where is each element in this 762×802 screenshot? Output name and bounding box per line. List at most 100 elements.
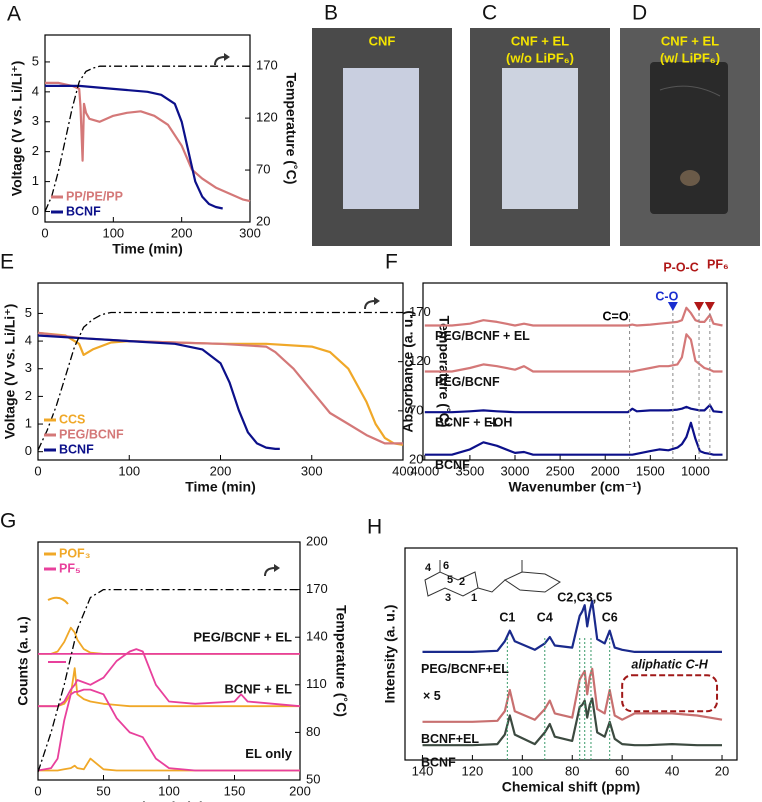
- x-tick-label: 3500: [455, 463, 484, 478]
- y-tick-label: 0: [25, 443, 32, 458]
- peak-label: C=O: [603, 309, 629, 323]
- x-tick-label: 60: [615, 763, 629, 778]
- legend-label: PF₅: [59, 561, 81, 575]
- film-gloss: [659, 85, 721, 97]
- legend-label: PEG/BCNF: [59, 427, 124, 441]
- arrow-head: [274, 564, 280, 572]
- line-series: [422, 667, 723, 723]
- curve-label: PEG/BCNF+EL: [421, 662, 509, 676]
- y-tick-label: 2: [32, 143, 39, 158]
- cnf-film: [650, 62, 728, 214]
- peak-label: PF₆: [707, 257, 729, 271]
- structure-label: 3: [445, 592, 451, 604]
- photo-b: [312, 28, 452, 246]
- line-series: [45, 81, 251, 203]
- x-tick-label: 4000: [410, 463, 439, 478]
- x-tick-label: 0: [41, 225, 48, 240]
- x-tick-label: 150: [224, 783, 246, 798]
- sample-label: BCNF + EL: [224, 682, 292, 697]
- panel-letter: B: [324, 2, 338, 25]
- temperature-line: [44, 65, 250, 212]
- ring: [503, 571, 561, 593]
- plot-frame: [44, 34, 251, 223]
- peak-label: C2,C3,C5: [557, 590, 612, 604]
- plot-frame: [404, 547, 738, 761]
- structure-label: 5: [447, 574, 453, 586]
- line-trace: [38, 648, 301, 708]
- y2-tick-label: 80: [306, 724, 320, 739]
- y2-tick-label: 50: [306, 771, 320, 786]
- photo-label: CNF: [369, 33, 396, 48]
- y2-tick-label: 70: [256, 161, 270, 176]
- scale-note: × 5: [423, 689, 441, 703]
- peak-label: C6: [602, 610, 618, 624]
- peak-marker: [694, 302, 705, 311]
- x-tick-label: 400: [392, 463, 414, 478]
- y-axis-label: Absorbance (a. u.): [400, 310, 416, 432]
- plot-frame: [422, 282, 728, 461]
- legend-label: BCNF: [59, 442, 94, 456]
- y-tick-label: 3: [32, 113, 39, 128]
- structure-label: 4: [425, 562, 432, 574]
- y2-tick-label: 120: [409, 353, 431, 368]
- structure-label: 6: [443, 560, 449, 572]
- y-axis-label: Counts (a. u.): [15, 616, 31, 705]
- cnf-film: [343, 68, 419, 209]
- region-box: [621, 674, 719, 713]
- y2-tick-label: 120: [256, 110, 278, 125]
- photo-d: [620, 28, 760, 246]
- region-label: aliphatic C-H: [631, 657, 708, 671]
- panel-letter: D: [632, 2, 647, 25]
- sample-label: PEG/BCNF + EL: [193, 629, 292, 644]
- curve-label: BCNF+EL: [421, 732, 479, 746]
- panel-letter: A: [7, 3, 21, 26]
- y2-axis-label: Temperature (˚C): [333, 605, 349, 717]
- y-tick-label: 4: [32, 83, 39, 98]
- line-series: [424, 306, 723, 327]
- y-tick-label: 5: [25, 305, 32, 320]
- structure-label: 2: [459, 576, 465, 588]
- curve-label: PEG/BCNF + EL: [435, 329, 530, 343]
- line-series: [424, 404, 723, 414]
- y-tick-label: 1: [32, 173, 39, 188]
- arrow-head: [224, 53, 230, 61]
- panel-letter: C: [482, 2, 497, 25]
- line-trace: [37, 688, 300, 772]
- y2-tick-label: 170: [409, 304, 431, 319]
- peak-marker: [667, 302, 678, 311]
- structure-label: 1: [471, 592, 477, 604]
- x-axis-label: Time (min): [185, 479, 256, 495]
- photo-c: [470, 28, 610, 246]
- y-tick-label: 5: [32, 53, 39, 68]
- y-tick-label: 3: [25, 360, 32, 375]
- x-tick-label: 100: [118, 463, 140, 478]
- y-axis-label: Intensity (a. u.): [382, 605, 398, 704]
- x-axis-label: Wavenumber (cm⁻¹): [509, 479, 642, 495]
- legend-label: CCS: [59, 412, 85, 426]
- y-tick-label: 4: [25, 333, 32, 348]
- y2-tick-label: 170: [306, 581, 328, 596]
- x-tick-label: 40: [665, 763, 679, 778]
- direction-arrow: [214, 56, 226, 66]
- x-axis-label: Chemical shift (ppm): [502, 779, 640, 795]
- photo-label: CNF + EL: [661, 33, 719, 48]
- y2-tick-label: 110: [306, 676, 327, 691]
- panel-letter: H: [367, 516, 382, 539]
- x-tick-label: 300: [239, 225, 261, 240]
- photo-label: (w/o LiPF₆): [506, 50, 574, 65]
- x-tick-label: 100: [158, 783, 180, 798]
- x-axis-label: Time (min): [134, 799, 205, 802]
- x-tick-label: 20: [715, 763, 729, 778]
- x-tick-label: 300: [301, 463, 323, 478]
- y2-tick-label: 20: [409, 451, 423, 466]
- panel-letter: E: [0, 251, 14, 274]
- line-series: [422, 599, 722, 653]
- peak-label: C1: [499, 610, 515, 624]
- x-tick-label: 50: [96, 783, 110, 798]
- curve-label: BCNF: [435, 458, 470, 472]
- indicator-arrow: [47, 596, 69, 605]
- x-tick-label: 200: [171, 225, 193, 240]
- line-series: [37, 334, 280, 450]
- x-axis-label: Time (min): [112, 241, 183, 257]
